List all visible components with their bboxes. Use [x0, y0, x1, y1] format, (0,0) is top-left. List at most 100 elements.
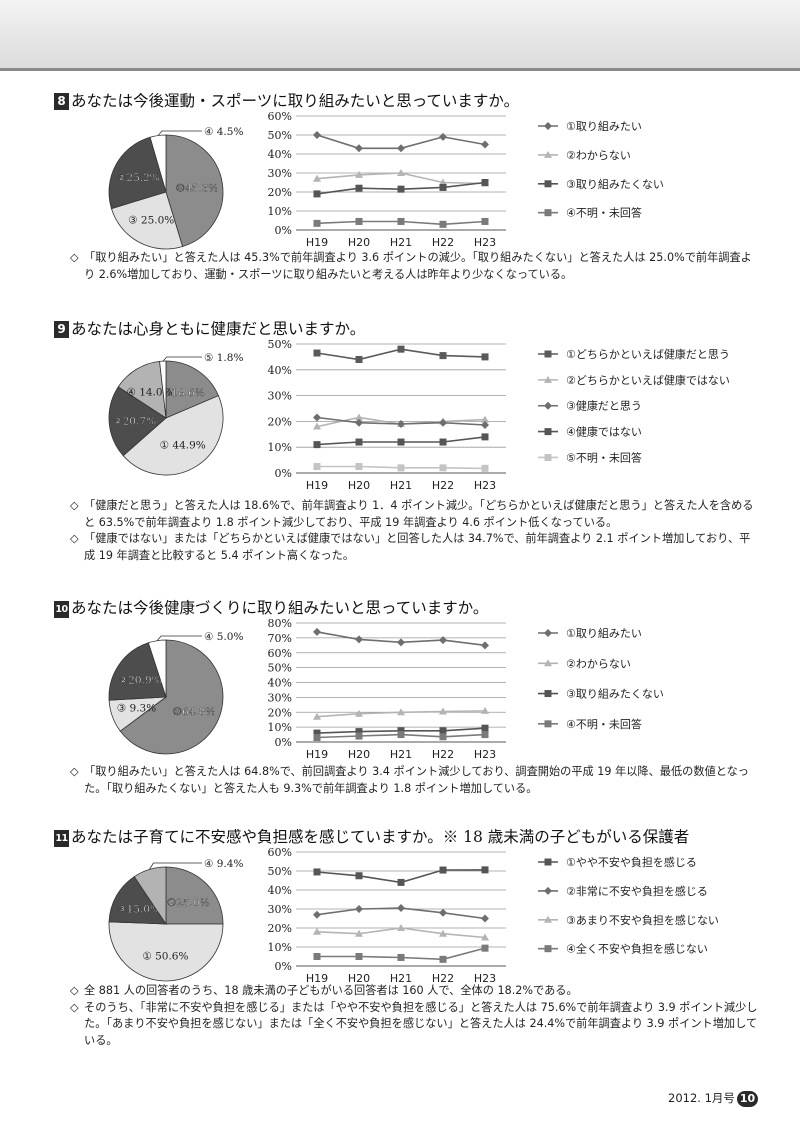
legend-label: ④不明・未回答 — [566, 206, 642, 220]
y-tick-label: 10% — [268, 205, 292, 218]
legend-label: ④健康ではない — [566, 425, 642, 439]
data-point-marker — [397, 731, 405, 739]
pie-slice — [165, 134, 224, 248]
data-point-marker — [481, 179, 489, 186]
line-series — [313, 731, 489, 742]
legend-label: ①取り組みたい — [566, 627, 642, 640]
x-tick-label: H22 — [432, 748, 454, 761]
y-tick-label: 50% — [268, 129, 292, 142]
data-point-marker — [313, 734, 321, 742]
data-point-marker — [544, 122, 552, 130]
issue-label: 2012. 1月号 — [668, 1091, 735, 1105]
legend-label: ①取り組みたい — [566, 120, 642, 133]
data-point-marker — [355, 438, 363, 446]
pie-slice — [165, 360, 219, 419]
legend-label: ①やや不安や負担を感じる — [566, 855, 697, 869]
legend-label: ①どちらかといえば健康だと思う — [566, 347, 730, 361]
y-tick-label: 50% — [268, 865, 292, 878]
x-tick-label: H19 — [306, 236, 328, 249]
data-point-marker — [313, 729, 321, 737]
y-tick-label: 70% — [268, 632, 292, 645]
data-point-marker — [481, 353, 489, 361]
data-point-marker — [313, 190, 321, 198]
pie-slice-label: ① 50.6% — [142, 950, 188, 962]
legend-item: ④不明・未回答 — [538, 206, 642, 220]
data-point-marker — [544, 453, 552, 461]
pie-slice-label: ②20.9% — [119, 674, 162, 686]
pie-slice — [110, 191, 184, 250]
x-tick-label: H20 — [348, 748, 370, 761]
data-point-marker — [439, 908, 447, 917]
pie-slice-label: ②25.0% — [167, 897, 210, 909]
data-point-marker — [481, 217, 489, 225]
note-paragraph: ◇ そのうち、「非常に不安や負担を感じる」または「やや不安や負担を感じる」と答えた… — [70, 1000, 760, 1050]
data-point-marker — [439, 866, 447, 874]
pie-slice-label: ③15.0% — [117, 904, 160, 916]
pie-slice — [108, 642, 167, 701]
pie-slice-label: ④ 4.5% — [204, 126, 243, 138]
line-series — [313, 627, 489, 650]
legend-label: ②どちらかといえば健康ではない — [566, 373, 730, 387]
y-tick-label: 20% — [268, 186, 292, 199]
data-point-marker — [481, 914, 489, 923]
legend-item: ③健康だと思う — [538, 399, 642, 413]
y-tick-label: 10% — [268, 941, 292, 954]
line-series — [313, 706, 489, 720]
legend-item: ①やや不安や負担を感じる — [538, 855, 697, 869]
data-point-marker — [544, 659, 552, 667]
legend-label: ②わからない — [566, 149, 631, 162]
pie-slice-label: ① 44.9% — [160, 440, 206, 452]
data-point-marker — [439, 733, 447, 741]
y-tick-label: 40% — [268, 148, 292, 161]
legend-item: ③取り組みたくない — [538, 178, 664, 191]
question-text: あなたは心身ともに健康だと思いますか。 — [71, 320, 366, 338]
data-point-marker — [397, 638, 405, 647]
x-tick-label: H21 — [390, 236, 412, 249]
data-point-marker — [439, 438, 447, 446]
data-point-marker — [355, 709, 363, 717]
pie-slice-label: ③ 9.3% — [117, 703, 156, 715]
pie-slice — [165, 866, 224, 925]
question-title: 11 あなたは子育てに不安感や負担感を感じていますか。※ 18 歳未満の子どもがい… — [54, 826, 689, 848]
data-point-marker — [355, 635, 363, 644]
pie-slice-label: ⑩64.8% — [173, 706, 216, 718]
question-text: あなたは今後運動・スポーツに取り組みたいと思っていますか。 — [71, 92, 520, 110]
data-point-marker — [481, 706, 489, 714]
data-point-marker — [481, 421, 489, 430]
y-tick-label: 60% — [268, 110, 292, 123]
data-point-marker — [481, 724, 489, 732]
data-point-marker — [439, 636, 447, 645]
data-point-marker — [397, 904, 405, 913]
y-tick-label: 40% — [268, 364, 292, 377]
note-text: そのうち、「非常に不安や負担を感じる」または「やや不安や負担を感じる」と答えた人… — [84, 1000, 758, 1047]
pie-slice — [108, 136, 167, 210]
x-tick-label: H19 — [306, 972, 328, 985]
legend-item: ④健康ではない — [538, 425, 642, 439]
pie-slice — [108, 921, 224, 982]
data-point-marker — [439, 418, 447, 427]
note-text: 「健康だと思う」と答えた人は 18.6%で、前年調査より 1．4 ポイント減少。… — [84, 499, 754, 529]
x-tick-label: H21 — [390, 479, 412, 492]
line-series — [313, 345, 489, 363]
line-series — [313, 433, 489, 449]
data-point-marker — [544, 858, 552, 866]
pie-slice-label: ②25.2% — [117, 172, 160, 184]
pie-leader-line — [157, 130, 202, 136]
pie-slice-label: ④ 5.0% — [204, 631, 243, 643]
y-tick-label: 40% — [268, 677, 292, 690]
line-series — [313, 904, 489, 923]
data-point-marker — [397, 144, 405, 153]
line-series — [313, 179, 489, 198]
page-number-badge: 10 — [736, 1091, 759, 1107]
question-text: あなたは子育てに不安感や負担感を感じていますか。※ 18 歳未満の子どもがいる保… — [71, 828, 690, 846]
legend-item: ②どちらかといえば健康ではない — [538, 373, 730, 387]
data-point-marker — [355, 170, 363, 178]
legend-item: ③あまり不安や負担を感じない — [538, 913, 719, 927]
data-point-marker — [355, 463, 363, 471]
pie-slice-label: ④ 14.0% — [126, 386, 172, 398]
note-bullet: ◇ — [70, 984, 79, 997]
pie-slice — [122, 395, 224, 476]
y-tick-label: 0% — [275, 467, 292, 480]
x-tick-label: H19 — [306, 748, 328, 761]
data-point-marker — [544, 209, 552, 217]
